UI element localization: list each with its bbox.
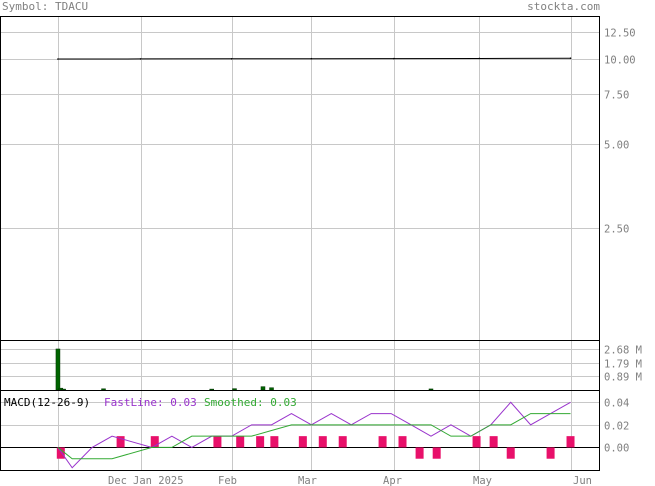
x-tick-label: Mar xyxy=(298,475,317,486)
price-point xyxy=(569,57,572,60)
price-point xyxy=(310,57,313,60)
macd-histogram-bar xyxy=(566,436,575,448)
price-tick-label: 12.50 xyxy=(604,28,636,40)
macd-tick-label: 0.00 xyxy=(604,443,629,455)
volume-bar xyxy=(232,388,237,391)
price-point xyxy=(230,58,233,60)
macd-tick-label: 0.02 xyxy=(604,421,629,433)
price-tick-label: 10.00 xyxy=(604,55,636,67)
macd-tick-label: 0.04 xyxy=(604,398,629,410)
volume-bar xyxy=(55,348,61,391)
price-point xyxy=(57,58,59,60)
macd-histogram-bar xyxy=(489,436,498,448)
macd-panel-frame xyxy=(0,390,600,471)
macd-histogram-bar xyxy=(338,436,347,448)
symbol-label: Symbol: TDACU xyxy=(2,0,88,13)
volume-bar xyxy=(101,388,106,391)
macd-histogram-bar xyxy=(236,436,245,448)
x-tick-label: Jan 2025 xyxy=(133,475,184,486)
macd-histogram-bar xyxy=(256,436,265,448)
volume-tick-label: 1.79 M xyxy=(604,359,642,371)
macd-histogram-bar xyxy=(56,447,65,459)
volume-tick-label: 2.68 M xyxy=(604,345,642,357)
price-line xyxy=(57,57,571,60)
x-axis-labels: Dec Jan 2025 Feb Mar Apr May Jun xyxy=(108,475,592,486)
price-tick-label: 7.50 xyxy=(604,90,629,102)
macd-histogram-bar xyxy=(432,447,441,459)
price-tick-label: 5.00 xyxy=(604,140,629,152)
price-panel-frame xyxy=(0,16,600,341)
macd-histogram-bar xyxy=(378,436,387,448)
macd-legend-fastline: FastLine: 0.03 xyxy=(104,396,197,409)
price-axis: 12.50 10.00 7.50 5.00 2.50 xyxy=(604,28,636,236)
grid-layer xyxy=(1,17,599,470)
x-tick-label: Apr xyxy=(383,475,402,486)
volume-bar xyxy=(61,388,66,391)
price-point xyxy=(393,57,395,60)
macd-histogram-bar xyxy=(506,447,515,459)
x-tick-label: Jun xyxy=(573,475,592,486)
price-point xyxy=(139,58,142,60)
macd-axis: 0.04 0.02 0.00 xyxy=(604,398,629,455)
volume-panel-frame xyxy=(0,340,600,391)
macd-series xyxy=(56,401,575,469)
macd-histogram-bar xyxy=(546,447,555,459)
macd-histogram-bar xyxy=(318,436,327,448)
volume-axis: 2.68 M 1.79 M0.89 M xyxy=(604,345,642,384)
macd-smoothed-line xyxy=(57,413,571,460)
volume-tick-label: 0.89 M xyxy=(604,372,642,384)
macd-title: MACD(12-26-9) xyxy=(4,396,90,409)
x-tick-label: Dec xyxy=(108,475,127,486)
x-tick-label: May xyxy=(473,475,492,486)
macd-histogram-bar xyxy=(116,436,125,448)
macd-legend-smoothed: Smoothed: 0.03 xyxy=(204,396,297,409)
macd-histogram-bar xyxy=(472,436,481,448)
macd-histogram-bar xyxy=(270,436,279,448)
volume-bar xyxy=(428,388,434,391)
volume-bar xyxy=(260,386,266,391)
x-tick-label: Feb xyxy=(218,475,237,486)
macd-histogram-bar xyxy=(415,447,424,459)
price-tick-label: 2.50 xyxy=(604,224,629,236)
volume-series xyxy=(55,348,434,391)
macd-fastline xyxy=(57,401,571,469)
macd-histogram-bar xyxy=(150,436,159,448)
volume-bar xyxy=(269,387,274,391)
site-label: stockta.com xyxy=(527,0,600,13)
macd-histogram-bar xyxy=(213,436,222,448)
volume-bar xyxy=(209,388,214,391)
price-series xyxy=(57,57,572,60)
price-point xyxy=(478,57,481,60)
macd-histogram-bar xyxy=(298,436,307,448)
macd-histogram-bar xyxy=(398,436,407,448)
